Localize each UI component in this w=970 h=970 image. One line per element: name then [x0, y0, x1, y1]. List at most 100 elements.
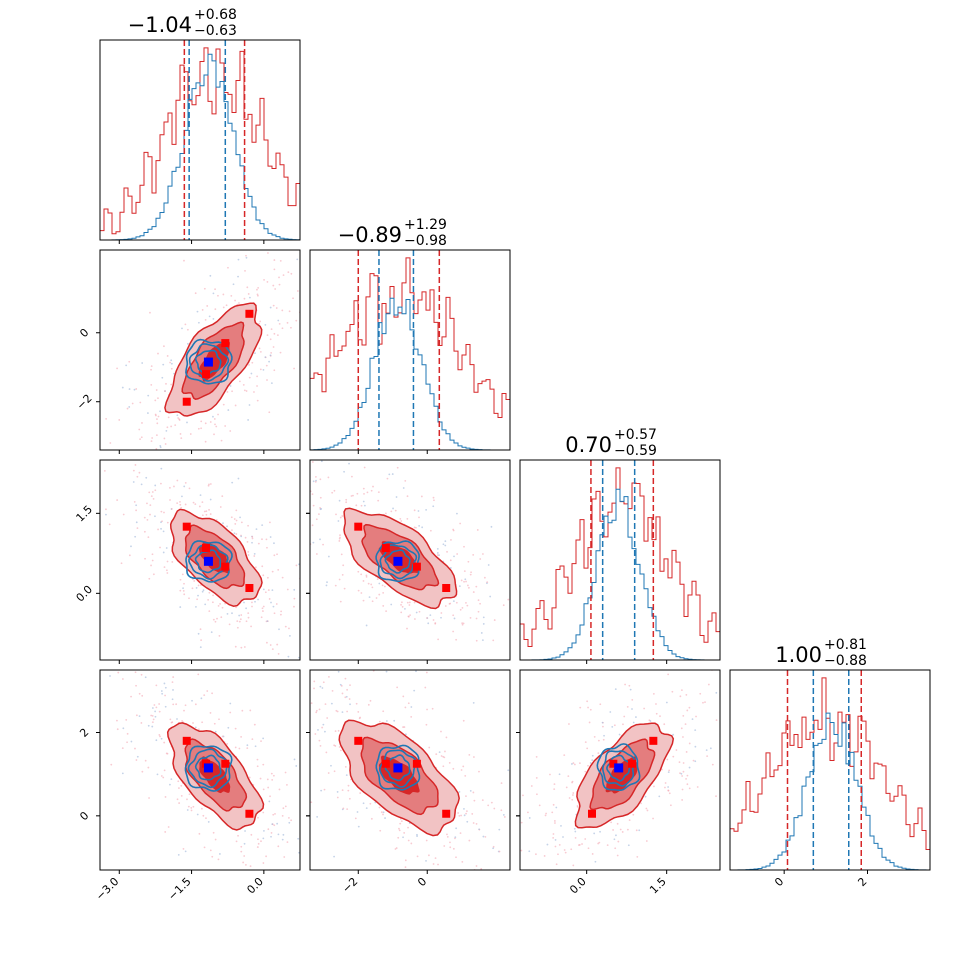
sample-point [621, 831, 624, 833]
panel-title-0: −1.04 +0.68−0.63 [128, 7, 237, 39]
sample-point [572, 762, 575, 764]
sample-point [162, 776, 165, 779]
title-value: 0.70 [565, 433, 612, 457]
sample-point [322, 543, 324, 546]
sample-point [652, 692, 655, 695]
sample-point [586, 747, 589, 750]
sample-point [247, 419, 250, 421]
sample-point [245, 620, 248, 623]
sample-point [176, 798, 179, 801]
sample-point [148, 491, 151, 494]
sample-point [421, 526, 424, 529]
sample-point [572, 864, 575, 867]
sample-point [252, 482, 254, 484]
sample-point [245, 256, 248, 259]
sample-point [229, 711, 232, 714]
sample-point [248, 776, 251, 779]
sample-point [734, 699, 736, 701]
sample-point [178, 419, 181, 421]
sample-point [303, 539, 305, 541]
sample-point [669, 804, 672, 807]
sample-point [591, 754, 594, 757]
sample-point [351, 475, 353, 478]
sample-point [323, 788, 326, 791]
sample-point [355, 702, 358, 705]
sample-point [429, 529, 432, 532]
sample-point [336, 676, 338, 678]
sample-point [183, 582, 185, 585]
sample-point [346, 710, 349, 713]
sample-point [278, 788, 281, 791]
sample-point [266, 334, 269, 336]
sample-point [452, 528, 455, 531]
contour-blue-1 [379, 749, 417, 788]
sample-point [179, 606, 182, 608]
sample-point [586, 700, 589, 703]
sample-point [226, 612, 229, 615]
sample-point [707, 683, 710, 686]
sample-point [221, 606, 224, 609]
sample-point [322, 681, 325, 684]
sample-point [285, 501, 287, 503]
sample-point [377, 491, 380, 494]
sample-point [266, 281, 269, 283]
sample-point [235, 519, 238, 522]
sample-point [207, 598, 210, 601]
sample-point [170, 359, 173, 362]
sample-point [257, 842, 260, 845]
sample-point [269, 243, 271, 245]
sample-point [125, 364, 128, 367]
sample-point [200, 427, 203, 430]
sample-point [311, 524, 314, 527]
sample-point [203, 287, 206, 290]
sample-point [89, 470, 91, 472]
sample-point [258, 347, 261, 350]
sample-point [317, 834, 319, 836]
sample-point [272, 872, 274, 874]
sample-point [694, 745, 697, 748]
sample-point [512, 874, 514, 876]
sample-point [204, 422, 207, 425]
sample-point [151, 721, 154, 724]
sample-point [614, 688, 617, 691]
sample-point [666, 758, 669, 761]
sample-point [588, 721, 591, 724]
sample-point [569, 875, 571, 877]
sample-point [138, 692, 141, 695]
sample-point [186, 440, 188, 442]
sample-point [449, 559, 452, 562]
sample-point [217, 858, 220, 861]
sample-point [385, 720, 388, 722]
sample-point [295, 756, 297, 758]
sample-point [151, 447, 153, 449]
sample-point [416, 833, 418, 836]
sample-point [117, 467, 119, 469]
sample-point [195, 605, 197, 608]
sample-point [493, 807, 496, 810]
sample-point [212, 831, 215, 834]
contour-blue-2 [375, 744, 421, 791]
sample-point [396, 646, 398, 648]
sample-point [154, 399, 157, 402]
sample-point [272, 774, 275, 777]
sample-point [164, 831, 167, 833]
sample-point [184, 323, 187, 326]
sample-point [283, 856, 286, 858]
contour-blue-0 [194, 754, 222, 781]
sample-point [611, 900, 613, 902]
sample-point [227, 266, 229, 269]
sample-point [248, 296, 251, 299]
sample-point [160, 775, 163, 777]
sample-point [177, 417, 180, 419]
sample-point [197, 427, 200, 430]
sample-point [304, 515, 306, 517]
sample-point [396, 686, 399, 689]
sample-point [247, 616, 250, 619]
sample-point [283, 759, 285, 761]
sample-point [205, 510, 208, 513]
sample-point [327, 476, 330, 479]
sample-point [288, 821, 291, 824]
sample-point [394, 848, 397, 850]
sample-point [359, 716, 362, 719]
sample-point [242, 383, 245, 386]
